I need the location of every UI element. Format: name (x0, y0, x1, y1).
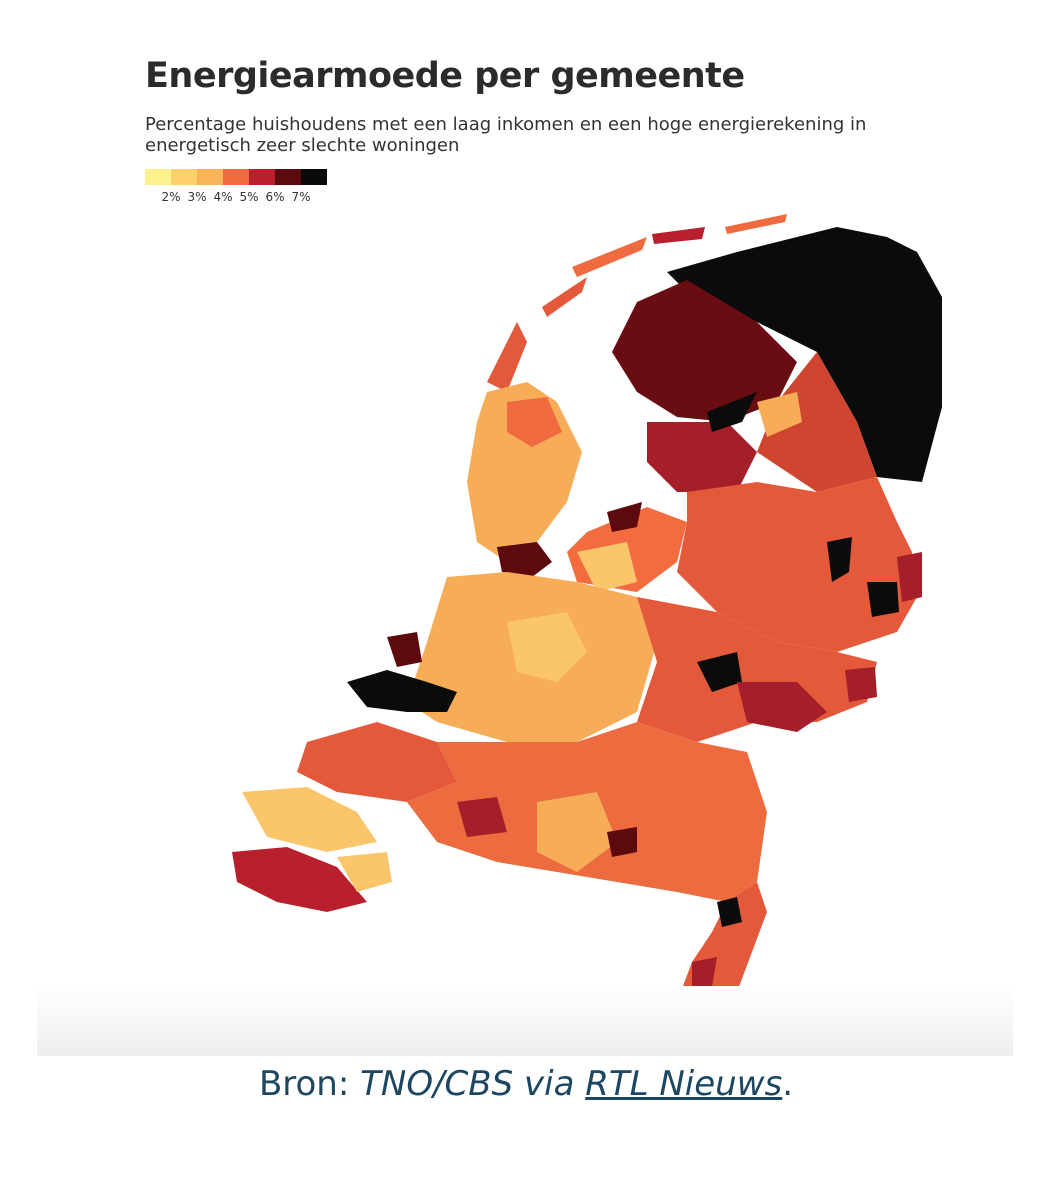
legend-tick-label: 6% (265, 190, 285, 204)
region-drenthe (757, 352, 877, 492)
region-rotterdam (347, 670, 457, 712)
legend-swatch (301, 169, 327, 185)
region-limburg-red (692, 957, 717, 992)
island-terschelling (572, 237, 647, 277)
legend-swatch (197, 169, 223, 185)
region-brabant-light (537, 792, 617, 872)
region-overijssel-dark-2 (867, 582, 899, 617)
legend-swatch (249, 169, 275, 185)
region-flevoland-dark (607, 502, 642, 532)
legend-swatch (223, 169, 249, 185)
legend-swatch (145, 169, 171, 185)
region-drenthe-light (757, 392, 802, 437)
source-suffix: . (782, 1064, 794, 1104)
legend-tick-label: 5% (239, 190, 259, 204)
region-utrecht-light (507, 612, 587, 682)
legend-swatch (171, 169, 197, 185)
region-zeeland-north (297, 722, 457, 802)
legend-tick-label: 2% (161, 190, 181, 204)
map-card: Energiearmoede per gemeente Percentage h… (37, 22, 1013, 1056)
bottom-fade (37, 986, 1013, 1056)
region-noord-holland-red (507, 397, 562, 447)
region-arnhem-dark (697, 652, 742, 692)
source-link-rtl-nieuws[interactable]: RTL Nieuws (585, 1064, 783, 1104)
region-den-haag (387, 632, 422, 667)
region-groningen-dark-blob (707, 392, 757, 432)
island-vlieland (542, 277, 587, 317)
legend-ticks: 2% 3% 4% 5% 6% 7% (145, 190, 365, 206)
legend-tick-label: 7% (291, 190, 311, 204)
region-flevoland-light (577, 542, 637, 592)
region-friesland-south (647, 422, 757, 492)
legend-tick-label: 4% (213, 190, 233, 204)
island-texel (487, 322, 527, 392)
region-brabant-red (457, 797, 507, 837)
region-zeeland-middle (242, 787, 377, 852)
region-zeeland-light-2 (337, 852, 392, 892)
color-legend (145, 169, 327, 185)
region-amsterdam (497, 542, 552, 577)
chart-subtitle: Percentage huishoudens met een laag inko… (145, 114, 867, 156)
legend-swatch (275, 169, 301, 185)
region-overijssel-red (897, 552, 922, 602)
region-overijssel-dark-1 (827, 537, 852, 582)
island-schiermonnikoog (725, 214, 787, 234)
legend-tick-label: 3% (187, 190, 207, 204)
region-winterswijk (845, 667, 877, 702)
source-prefix: Bron: (258, 1064, 361, 1104)
source-caption: Bron: TNO/CBS via RTL Nieuws. (0, 1064, 1052, 1104)
region-brabant-dark (607, 827, 637, 857)
region-groningen-east (667, 227, 942, 482)
region-overijssel (677, 477, 917, 652)
region-gelderland-red (737, 682, 827, 732)
island-ameland (652, 227, 705, 244)
region-zeeland-south (232, 847, 367, 912)
netherlands-choropleth-map (232, 214, 942, 1052)
region-venlo-dark (717, 897, 742, 927)
source-middle: TNO/CBS via (360, 1064, 586, 1104)
region-friesland (612, 280, 797, 422)
chart-title: Energiearmoede per gemeente (145, 56, 745, 96)
